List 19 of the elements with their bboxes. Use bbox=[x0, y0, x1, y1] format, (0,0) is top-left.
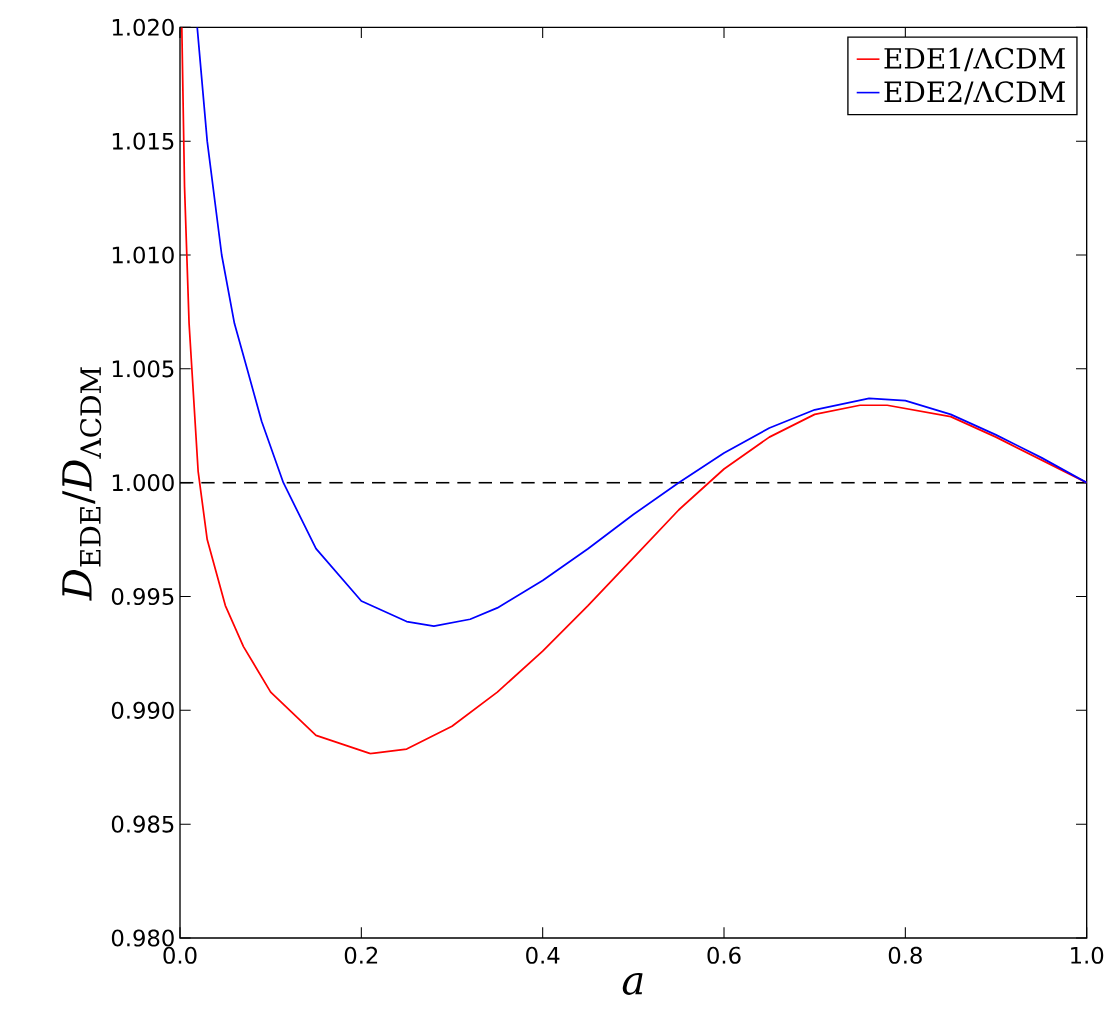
y-tick-label: 0.990 bbox=[111, 701, 174, 719]
x-tick-label: 0.2 bbox=[344, 946, 378, 964]
x-tick-label: 0.0 bbox=[163, 946, 197, 964]
x-tick-label: 0.4 bbox=[526, 946, 560, 964]
x-axis-title: a bbox=[622, 973, 643, 995]
y-tick-label: 0.980 bbox=[111, 929, 174, 947]
y-tick-label: 1.015 bbox=[112, 132, 174, 150]
y-tick-label: 1.005 bbox=[112, 360, 174, 378]
y-tick-label: 1.020 bbox=[112, 18, 174, 36]
x-tick-label: 0.6 bbox=[707, 946, 741, 964]
legend-label: EDE1/ΛCDM bbox=[884, 47, 1065, 72]
y-tick-label: 0.985 bbox=[111, 815, 174, 833]
legend-label: EDE2/ΛCDM bbox=[884, 81, 1065, 105]
y-tick-label: 0.995 bbox=[111, 587, 174, 606]
y-axis-title: D$_{EDE}$/D$_{ΛCDM}$ bbox=[62, 367, 102, 601]
x-tick-label: 1.0 bbox=[1071, 946, 1104, 964]
x-tick-label: 0.8 bbox=[888, 946, 922, 964]
y-tick-label: 1.000 bbox=[112, 474, 174, 492]
y-tick-label: 1.010 bbox=[112, 246, 174, 264]
